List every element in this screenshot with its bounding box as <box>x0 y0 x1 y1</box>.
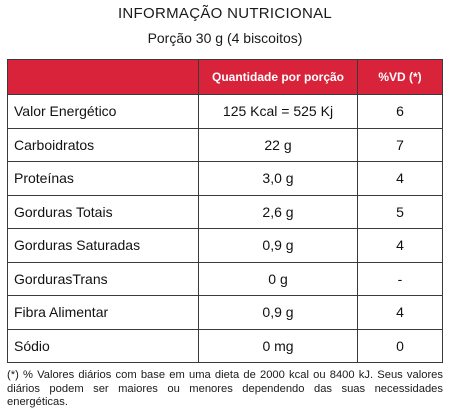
nutrient-quantity: 0 g <box>198 261 358 296</box>
nutrient-quantity: 0,9 g <box>198 295 358 330</box>
nutrient-daily-value: 4 <box>357 228 443 263</box>
nutrient-daily-value: - <box>357 261 443 296</box>
column-header-daily-value: %VD (*) <box>357 59 443 95</box>
nutrient-name: Proteínas <box>7 161 199 196</box>
serving-size: Porção 30 g (4 biscoitos) <box>147 30 303 46</box>
nutrient-daily-value: 4 <box>357 161 443 196</box>
nutrient-name: Gorduras Saturadas <box>7 228 199 263</box>
nutrient-daily-value: 0 <box>357 328 443 363</box>
table-header-row: Quantidade por porção %VD (*) <box>7 59 443 95</box>
table-row: Fibra Alimentar 0,9 g 4 <box>7 295 443 330</box>
nutrient-quantity: 2,6 g <box>198 194 358 229</box>
table-row: Valor Energético 125 Kcal = 525 Kj 6 <box>7 94 443 129</box>
nutrient-quantity: 0 mg <box>198 328 358 363</box>
nutrient-name: Valor Energético <box>7 94 199 129</box>
nutrient-name: Fibra Alimentar <box>7 295 199 330</box>
nutrient-name: Carboidratos <box>7 127 199 162</box>
nutrient-quantity: 0,9 g <box>198 228 358 263</box>
table-row: Carboidratos 22 g 7 <box>7 127 443 162</box>
nutrient-daily-value: 7 <box>357 127 443 162</box>
nutrient-name: GordurasTrans <box>7 261 199 296</box>
table-row: Sódio 0 mg 0 <box>7 328 443 363</box>
nutrition-table: Quantidade por porção %VD (*) Valor Ener… <box>7 59 443 363</box>
table-row: GordurasTrans 0 g - <box>7 261 443 296</box>
nutrient-name: Gorduras Totais <box>7 194 199 229</box>
table-row: Gorduras Totais 2,6 g 5 <box>7 194 443 229</box>
nutrient-daily-value: 5 <box>357 194 443 229</box>
nutrient-quantity: 3,0 g <box>198 161 358 196</box>
nutrient-daily-value: 4 <box>357 295 443 330</box>
nutrient-quantity: 125 Kcal = 525 Kj <box>198 94 358 129</box>
column-header-quantity: Quantidade por porção <box>198 59 358 95</box>
column-header-nutrient <box>7 59 199 95</box>
nutrient-quantity: 22 g <box>198 127 358 162</box>
nutrient-name: Sódio <box>7 328 199 363</box>
daily-value-footnote: (*) % Valores diários com base em uma di… <box>7 369 443 408</box>
table-row: Gorduras Saturadas 0,9 g 4 <box>7 228 443 263</box>
nutrient-daily-value: 6 <box>357 94 443 129</box>
table-row: Proteínas 3,0 g 4 <box>7 161 443 196</box>
nutrition-title: INFORMAÇÃO NUTRICIONAL <box>117 5 333 22</box>
